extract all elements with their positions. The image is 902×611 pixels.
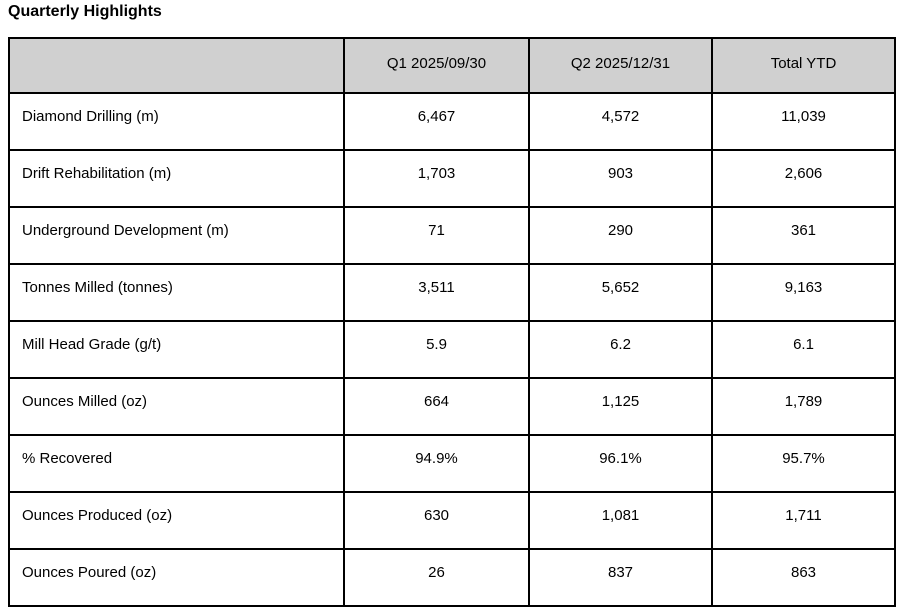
cell-q2: 837	[528, 548, 713, 607]
row-label: Diamond Drilling (m)	[8, 92, 345, 151]
cell-ytd: 11,039	[711, 92, 896, 151]
cell-ytd: 9,163	[711, 263, 896, 322]
table-row: Ounces Poured (oz) 26 837 863	[8, 548, 896, 607]
cell-q2: 96.1%	[528, 434, 713, 493]
table-row: Underground Development (m) 71 290 361	[8, 206, 896, 265]
header-row: Q1 2025/09/30 Q2 2025/12/31 Total YTD	[8, 37, 896, 94]
row-label: Ounces Poured (oz)	[8, 548, 345, 607]
cell-q1: 630	[343, 491, 530, 550]
cell-q2: 6.2	[528, 320, 713, 379]
table-row: Ounces Produced (oz) 630 1,081 1,711	[8, 491, 896, 550]
table-row: Drift Rehabilitation (m) 1,703 903 2,606	[8, 149, 896, 208]
table-row: Ounces Milled (oz) 664 1,125 1,789	[8, 377, 896, 436]
row-label: Underground Development (m)	[8, 206, 345, 265]
cell-q1: 1,703	[343, 149, 530, 208]
cell-q1: 94.9%	[343, 434, 530, 493]
table-row: Tonnes Milled (tonnes) 3,511 5,652 9,163	[8, 263, 896, 322]
column-header-q1: Q1 2025/09/30	[343, 37, 530, 94]
row-label: Ounces Produced (oz)	[8, 491, 345, 550]
quarterly-highlights-table: Q1 2025/09/30 Q2 2025/12/31 Total YTD Di…	[8, 37, 896, 607]
cell-q2: 5,652	[528, 263, 713, 322]
cell-q2: 903	[528, 149, 713, 208]
row-label: Drift Rehabilitation (m)	[8, 149, 345, 208]
cell-q1: 3,511	[343, 263, 530, 322]
row-label: Ounces Milled (oz)	[8, 377, 345, 436]
cell-ytd: 1,789	[711, 377, 896, 436]
cell-q1: 664	[343, 377, 530, 436]
cell-ytd: 863	[711, 548, 896, 607]
cell-ytd: 2,606	[711, 149, 896, 208]
cell-q1: 71	[343, 206, 530, 265]
cell-q1: 5.9	[343, 320, 530, 379]
cell-ytd: 1,711	[711, 491, 896, 550]
cell-q1: 6,467	[343, 92, 530, 151]
cell-q2: 1,081	[528, 491, 713, 550]
cell-q2: 4,572	[528, 92, 713, 151]
row-label: Mill Head Grade (g/t)	[8, 320, 345, 379]
table-row: Diamond Drilling (m) 6,467 4,572 11,039	[8, 92, 896, 151]
column-header-blank	[8, 37, 345, 94]
row-label: Tonnes Milled (tonnes)	[8, 263, 345, 322]
cell-q1: 26	[343, 548, 530, 607]
table-row: % Recovered 94.9% 96.1% 95.7%	[8, 434, 896, 493]
row-label: % Recovered	[8, 434, 345, 493]
cell-ytd: 6.1	[711, 320, 896, 379]
column-header-q2: Q2 2025/12/31	[528, 37, 713, 94]
page-title: Quarterly Highlights	[8, 3, 162, 20]
table-row: Mill Head Grade (g/t) 5.9 6.2 6.1	[8, 320, 896, 379]
cell-q2: 290	[528, 206, 713, 265]
cell-ytd: 361	[711, 206, 896, 265]
cell-ytd: 95.7%	[711, 434, 896, 493]
cell-q2: 1,125	[528, 377, 713, 436]
column-header-ytd: Total YTD	[711, 37, 896, 94]
